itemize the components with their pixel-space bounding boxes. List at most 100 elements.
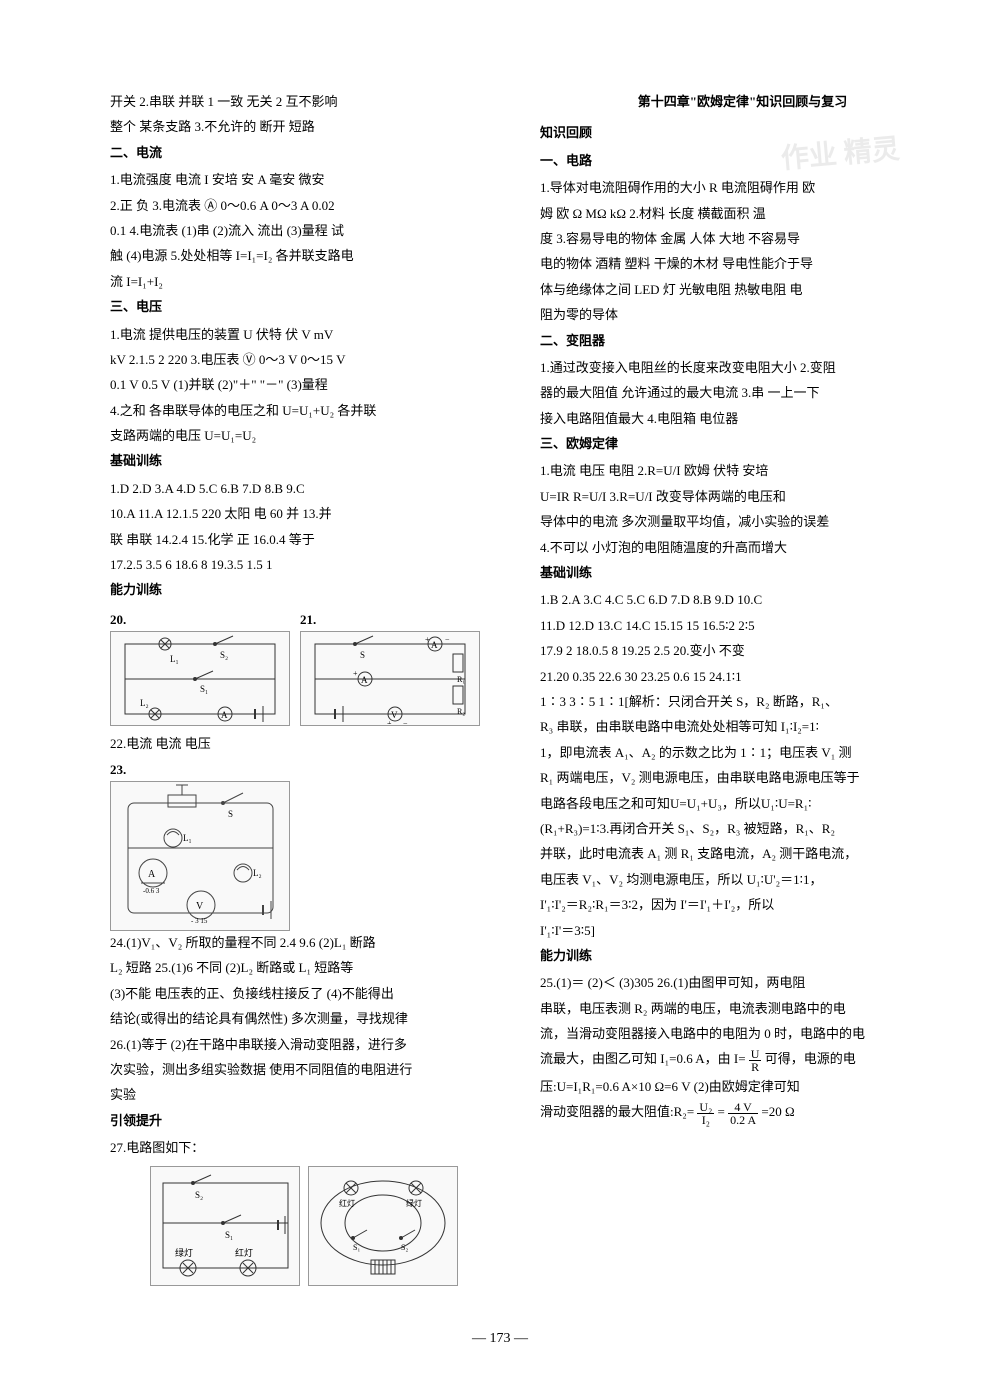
text-line: kV 2.1.5 2 220 3.电压表 Ⓥ 0～3 V 0～15 V — [110, 348, 515, 371]
left-column: 开关 2.串联 并联 1 一致 无关 2 互不影响 整个 某条支路 3.不允许的… — [110, 90, 515, 1292]
text-line: 串联，电压表测 R₂ 两端的电压，电流表测电路中的电 — [540, 997, 945, 1020]
text-line: 25.(1)＝ (2)＜ (3)305 26.(1)由图甲可知，两电阻 — [540, 971, 945, 994]
heading-circuit: 一、电路 — [540, 149, 945, 172]
text-line: R₁ 两端电压，V₂ 测电源电压，由串联电路电源电压等于 — [540, 766, 945, 789]
frac-den: I₂ — [697, 1114, 714, 1126]
svg-text:S₂: S₂ — [220, 650, 228, 660]
text-line: 1.通过改变接入电阻丝的长度来改变电阻大小 2.变阻 — [540, 356, 945, 379]
text-line: 次实验，测出多组实验数据 使用不同阻值的电阻进行 — [110, 1058, 515, 1081]
text-line: 26.(1)等于 (2)在干路中串联接入滑动变阻器，进行多 — [110, 1033, 515, 1056]
svg-text:L₁: L₁ — [170, 654, 179, 664]
circuit-diagram-27b: 红灯 绿灯 S₁ S₂ — [308, 1166, 458, 1286]
text-line: 1.电流强度 电流 I 安培 安 A 毫安 微安 — [110, 168, 515, 191]
r31-prefix: 流最大，由图乙可知 I₁=0.6 A，由 I= — [540, 1051, 746, 1066]
heading-ability-2: 能力训练 — [540, 944, 945, 967]
text-line: 阻为零的导体 — [540, 303, 945, 326]
text-line: 实验 — [110, 1083, 515, 1106]
text-line: 22.电流 电流 电压 — [110, 732, 515, 755]
svg-text:−: − — [403, 719, 408, 724]
text-line: 滑动变阻器的最大阻值:R₂= U₂ I₂ = 4 V 0.2 A =20 Ω — [540, 1100, 945, 1126]
svg-text:S: S — [360, 650, 365, 660]
fraction-u2-over-i2: U₂ I₂ — [697, 1101, 714, 1126]
r33-prefix: 滑动变阻器的最大阻值:R₂= — [540, 1104, 694, 1119]
svg-text:L₁: L₁ — [183, 833, 192, 843]
diagram-row-27: S₂ S₁ 绿灯 红灯 红灯 绿灯 S₁ — [150, 1166, 515, 1286]
text-line: 0.1 4.电流表 (1)串 (2)流入 流出 (3)量程 试 — [110, 219, 515, 242]
text-line: 流，当滑动变阻器接入电路中的电阻为 0 时，电路中的电 — [540, 1022, 945, 1045]
svg-text:S₁: S₁ — [225, 1230, 233, 1240]
heading-basic-2: 基础训练 — [540, 561, 945, 584]
page-number: — 173 — — [472, 1326, 528, 1351]
svg-text:A: A — [361, 675, 368, 685]
svg-text:−: − — [445, 635, 450, 644]
frac-den: R — [749, 1061, 762, 1073]
frac-den: 0.2 A — [728, 1114, 758, 1126]
text-line: 整个 某条支路 3.不允许的 断开 短路 — [110, 115, 515, 138]
svg-text:+: + — [353, 669, 358, 678]
heading-review: 知识回顾 — [540, 121, 945, 144]
text-line: 2.正 负 3.电流表 Ⓐ 0～0.6 A 0～3 A 0.02 — [110, 194, 515, 217]
q20-label: 20. — [110, 612, 126, 627]
chapter-title: 第十四章"欧姆定律"知识回顾与复习 — [540, 90, 945, 113]
circuit-diagram-21: A +− S R₁ A+ R₂ V+− — [300, 631, 480, 726]
text-line: 1.D 2.D 3.A 4.D 5.C 6.B 7.D 8.B 9.C — [110, 477, 515, 500]
svg-text:绿灯: 绿灯 — [406, 1198, 422, 1208]
heading-basic-training: 基础训练 — [110, 449, 515, 472]
text-line: 21.20 0.35 22.6 30 23.25 0.6 15 24.1∶1 — [540, 665, 945, 688]
text-line: 流 I=I₁+I₂ — [110, 270, 515, 293]
heading-voltage: 三、电压 — [110, 295, 515, 318]
text-line: 1.电流 提供电压的装置 U 伏特 伏 V mV — [110, 323, 515, 346]
q20-container: 20. L₁ S₂ S₁ L₂ A — [110, 608, 290, 726]
r33-suffix: =20 Ω — [761, 1104, 794, 1119]
q23-container: 23. S L₁ A -0.6 3 L₂ V - 3 15 — [110, 758, 515, 931]
svg-text:R₂: R₂ — [457, 707, 465, 716]
text-line: 17.2.5 3.5 6 18.6 8 19.3.5 1.5 1 — [110, 553, 515, 576]
svg-text:红灯: 红灯 — [339, 1198, 355, 1208]
text-line: 支路两端的电压 U=U₁=U₂ — [110, 424, 515, 447]
text-line: 流最大，由图乙可知 I₁=0.6 A，由 I= U R 可得，电源的电 — [540, 1047, 945, 1073]
svg-text:- 3 15: - 3 15 — [191, 917, 208, 925]
text-line: (3)不能 电压表的正、负接线柱接反了 (4)不能得出 — [110, 982, 515, 1005]
svg-text:S₁: S₁ — [353, 1243, 360, 1252]
text-line: 4.不可以 小灯泡的电阻随温度的升高而增大 — [540, 536, 945, 559]
heading-current: 二、电流 — [110, 141, 515, 164]
heading-rheostat: 二、变阻器 — [540, 329, 945, 352]
circuit-diagram-27a: S₂ S₁ 绿灯 红灯 — [150, 1166, 300, 1286]
text-line: 接入电路阻值最大 4.电阻箱 电位器 — [540, 407, 945, 430]
heading-ability-training: 能力训练 — [110, 578, 515, 601]
text-line: 电压表 V₁、V₂ 均测电源电压，所以 U₁∶U'₂＝1∶1， — [540, 868, 945, 891]
circuit-diagram-20: L₁ S₂ S₁ L₂ A — [110, 631, 290, 726]
q21-container: 21. A +− S R₁ A+ R₂ V+− — [300, 608, 480, 726]
fraction-u-over-r: U R — [749, 1048, 762, 1073]
svg-text:A: A — [431, 640, 438, 650]
diagram-row-20-21: 20. L₁ S₂ S₁ L₂ A — [110, 608, 515, 726]
circuit-diagram-23: S L₁ A -0.6 3 L₂ V - 3 15 — [110, 781, 290, 931]
text-line: 器的最大阻值 允许通过的最大电流 3.串 一上一下 — [540, 381, 945, 404]
text-line: 4.之和 各串联导体的电压之和 U=U₁+U₂ 各并联 — [110, 399, 515, 422]
svg-text:V: V — [391, 710, 398, 720]
svg-text:V: V — [196, 901, 204, 912]
text-line: 11.D 12.D 13.C 14.C 15.15 15 16.5∶2 2∶5 — [540, 614, 945, 637]
text-line: 体与绝缘体之间 LED 灯 光敏电阻 热敏电阻 电 — [540, 278, 945, 301]
text-line: I'₁∶I'₂＝R₂∶R₁＝3∶2，因为 I'＝I'₁＋I'₂，所以 — [540, 893, 945, 916]
text-line: 开关 2.串联 并联 1 一致 无关 2 互不影响 — [110, 90, 515, 113]
svg-text:R₁: R₁ — [457, 675, 465, 684]
svg-text:L₂: L₂ — [140, 698, 149, 708]
text-line: 1.电流 电压 电阻 2.R=U/I 欧姆 伏特 安培 — [540, 459, 945, 482]
text-line: 压:U=I₁R₁=0.6 A×10 Ω=6 V (2)由欧姆定律可知 — [540, 1075, 945, 1098]
text-line: R₃ 串联，由串联电路中电流处处相等可知 I₁∶I₂=1∶ — [540, 715, 945, 738]
text-line: 电的物体 酒精 塑料 干燥的木材 导电性能介于导 — [540, 252, 945, 275]
frac-num: 4 V — [728, 1101, 758, 1114]
text-line: 电路各段电压之和可知U=U₁+U₃，所以U₁∶U=R₁∶ — [540, 792, 945, 815]
svg-text:S₂: S₂ — [401, 1243, 408, 1252]
text-line: 24.(1)V₁、V₂ 所取的量程不同 2.4 9.6 (2)L₁ 断路 — [110, 931, 515, 954]
svg-text:S₂: S₂ — [195, 1190, 203, 1200]
svg-text:L₂: L₂ — [253, 868, 262, 878]
text-line: U=IR R=U/I 3.R=U/I 改变导体两端的电压和 — [540, 485, 945, 508]
text-line: 17.9 2 18.0.5 8 19.25 2.5 20.变小 不变 — [540, 639, 945, 662]
text-line: 导体中的电流 多次测量取平均值，减小实验的误差 — [540, 510, 945, 533]
text-line: 1，即电流表 A₁、A₂ 的示数之比为 1∶1；电压表 V₁ 测 — [540, 741, 945, 764]
page-columns: 开关 2.串联 并联 1 一致 无关 2 互不影响 整个 某条支路 3.不允许的… — [110, 90, 945, 1292]
text-line: 1∶3 3∶5 1∶1[解析：只闭合开关 S，R₂ 断路，R₁、 — [540, 690, 945, 713]
text-line: 姆 欧 Ω MΩ kΩ 2.材料 长度 横截面积 温 — [540, 202, 945, 225]
